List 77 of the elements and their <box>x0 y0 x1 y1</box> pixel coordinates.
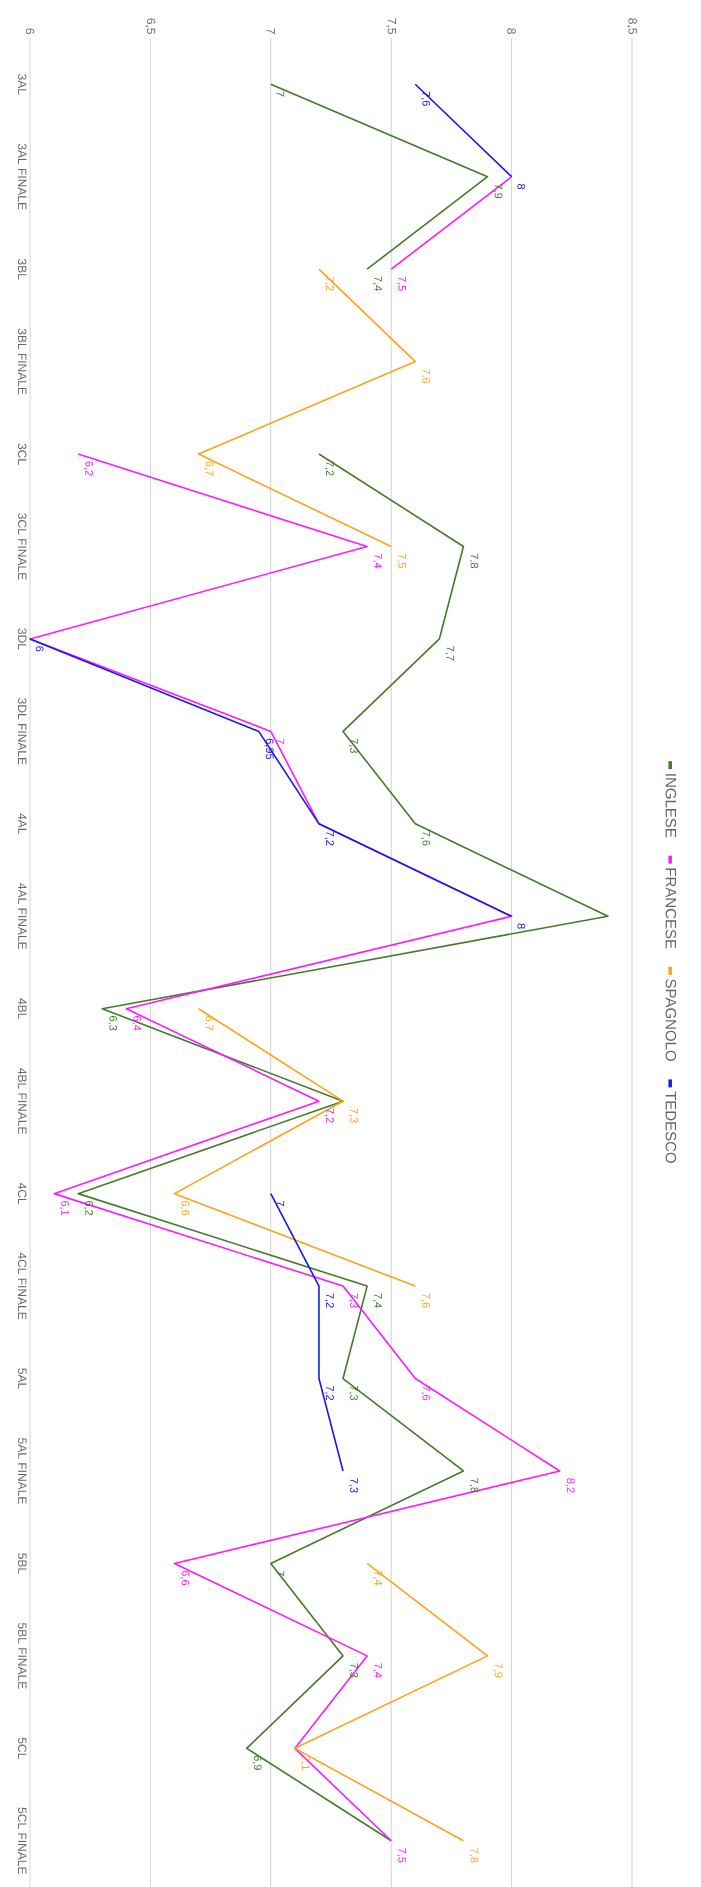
data-label: 7,6 <box>421 831 431 846</box>
data-label: 6,3 <box>108 1016 118 1031</box>
data-label: 8 <box>517 923 526 929</box>
data-label: 6,95 <box>264 738 274 760</box>
y-tick-label: 4BL <box>18 998 27 1020</box>
data-label: 7,3 <box>348 1478 358 1493</box>
y-tick-label: 3DL <box>17 628 27 650</box>
data-label: 7,2 <box>324 1108 334 1123</box>
y-tick-label: 5BL <box>18 1553 27 1574</box>
data-label: 7,9 <box>493 184 503 199</box>
data-label: 7 <box>276 738 285 744</box>
data-label: 7,9 <box>493 1663 503 1678</box>
y-tick-label: 3AL <box>17 74 27 95</box>
data-label: 7,2 <box>324 1293 334 1308</box>
x-tick-label: 8,5 <box>627 18 637 34</box>
y-tick-label: 4BL FINALE <box>18 1068 27 1134</box>
y-tick-label: 3CL <box>17 443 27 465</box>
y-tick-label: 3BL FINALE <box>17 328 27 395</box>
legend-label: SPAGNOLO <box>665 979 677 1061</box>
y-tick-label: 3BL <box>17 258 27 280</box>
data-label: 7,3 <box>348 1108 358 1123</box>
data-label: 7 <box>276 1201 285 1206</box>
data-label: 6,6 <box>180 1570 190 1586</box>
data-label: 7,4 <box>372 276 382 291</box>
data-label: 7,5 <box>396 553 406 569</box>
data-label: 6,1 <box>59 1201 69 1216</box>
y-tick-label: 5AL <box>18 1368 27 1389</box>
data-label: 7,6 <box>421 1293 431 1308</box>
y-tick-label: 3DL FINALE <box>17 698 27 765</box>
data-label: 6,4 <box>132 1016 142 1031</box>
y-tick-label: 4AL <box>18 813 27 835</box>
data-label: 7,8 <box>469 1848 479 1863</box>
x-tick-label: 8 <box>507 28 516 34</box>
data-label: 7,5 <box>396 1848 406 1863</box>
data-label: 7,4 <box>372 1570 382 1586</box>
data-label: 6 <box>35 646 44 652</box>
legend-label: FRANCESE <box>665 868 677 949</box>
legend-label: TEDESCO <box>665 1091 677 1163</box>
data-label: 6,2 <box>83 461 94 476</box>
data-label: 6,7 <box>204 461 214 476</box>
data-label: 8,2 <box>565 1478 575 1493</box>
data-label: 7,5 <box>396 276 406 291</box>
y-tick-label: 4AL FINALE <box>18 883 27 950</box>
data-label: 7,6 <box>421 368 431 384</box>
data-label: 7,4 <box>372 1663 382 1678</box>
data-label: 7 <box>276 91 285 97</box>
data-label: 7,3 <box>348 1385 358 1401</box>
y-tick-label: 5BL FINALE <box>18 1623 27 1689</box>
y-tick-label: 5CL <box>17 1737 27 1759</box>
data-label: 7,6 <box>421 91 431 106</box>
data-label: 7,6 <box>421 1385 431 1401</box>
data-label: 8 <box>517 183 526 190</box>
y-tick-label: 3AL FINALE <box>17 143 27 210</box>
x-tick-label: 6,5 <box>145 18 156 34</box>
y-tick-label: 3CL FINALE <box>17 513 27 580</box>
data-label: 7,2 <box>324 461 334 476</box>
y-tick-label: 4CL <box>17 1182 27 1205</box>
data-label: 7,8 <box>469 553 479 569</box>
x-tick-label: 7 <box>266 28 275 34</box>
y-tick-label: 4CL FINALE <box>17 1252 27 1320</box>
data-label: 7,3 <box>348 1663 358 1678</box>
data-label: 7,7 <box>445 646 455 661</box>
data-label: 6,6 <box>180 1201 190 1216</box>
y-tick-label: 5AL FINALE <box>18 1438 27 1504</box>
data-label: 7,2 <box>324 1385 334 1401</box>
x-tick-label: 7,5 <box>386 18 397 34</box>
data-label: 6,2 <box>83 1201 94 1216</box>
data-label: 7,2 <box>324 831 334 846</box>
x-tick-label: 6 <box>25 28 35 34</box>
data-label: 7,3 <box>348 738 358 753</box>
legend-label: INGLESE <box>665 774 677 838</box>
data-label: 7,4 <box>372 553 382 569</box>
data-label: 7,8 <box>469 1478 479 1493</box>
data-label: 7,1 <box>300 1755 310 1770</box>
y-tick-label: 5CL FINALE <box>17 1807 27 1874</box>
data-label: 7 <box>276 1570 285 1576</box>
data-label: 7,4 <box>372 1293 382 1308</box>
